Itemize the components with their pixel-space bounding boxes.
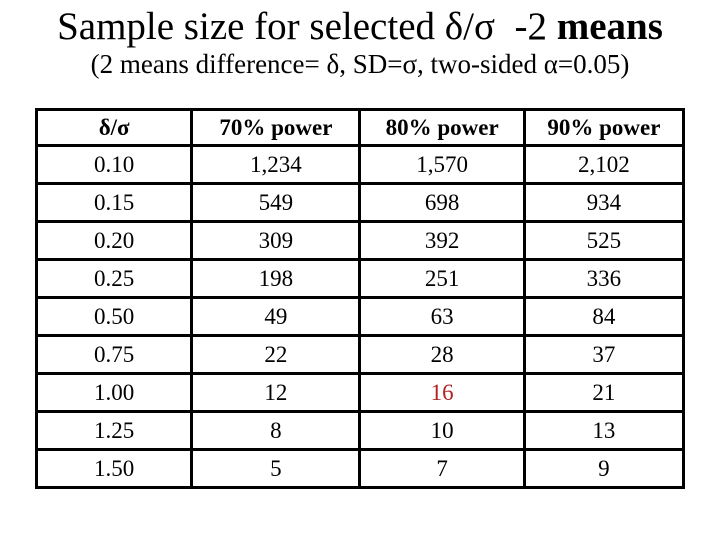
slide-title-regular: Sample size for selected δ/σ -2: [57, 5, 557, 48]
table-row: 1.50 5 7 9: [34, 448, 686, 489]
cell-p70: 549: [190, 182, 362, 223]
cell-p90: 525: [522, 220, 686, 261]
cell-ratio: 1.00: [34, 372, 194, 413]
cell-p90: 37: [522, 334, 686, 375]
table-row: 1.00 12 16 21: [34, 372, 686, 413]
cell-p90: 2,102: [522, 144, 686, 185]
cell-p70: 12: [190, 372, 362, 413]
cell-ratio: 0.75: [34, 334, 194, 375]
cell-p80: 28: [358, 334, 526, 375]
cell-ratio: 0.10: [34, 144, 194, 185]
cell-p90: 13: [522, 410, 686, 451]
col-header-80-power: 80% power: [358, 108, 526, 147]
cell-ratio: 0.50: [34, 296, 194, 337]
cell-p70: 8: [190, 410, 362, 451]
cell-p70: 198: [190, 258, 362, 299]
col-header-delta-sigma: δ/σ: [34, 108, 194, 147]
table-row: 0.15 549 698 934: [34, 182, 686, 223]
cell-ratio: 1.25: [34, 410, 194, 451]
cell-ratio: 0.25: [34, 258, 194, 299]
table-row: 0.10 1,234 1,570 2,102: [34, 144, 686, 185]
cell-p70: 49: [190, 296, 362, 337]
col-header-70-power: 70% power: [190, 108, 362, 147]
cell-p80: 7: [358, 448, 526, 489]
table-row: 0.25 198 251 336: [34, 258, 686, 299]
cell-p70: 1,234: [190, 144, 362, 185]
sample-size-table: δ/σ 70% power 80% power 90% power 0.10 1…: [34, 108, 686, 489]
cell-p90: 9: [522, 448, 686, 489]
cell-p80: 10: [358, 410, 526, 451]
cell-p80: 1,570: [358, 144, 526, 185]
cell-ratio: 0.15: [34, 182, 194, 223]
cell-ratio: 1.50: [34, 448, 194, 489]
slide-subtitle: (2 means difference= δ, SD=σ, two-sided …: [90, 48, 630, 79]
cell-p70: 5: [190, 448, 362, 489]
table-row: 1.25 8 10 13: [34, 410, 686, 451]
cell-p90: 934: [522, 182, 686, 223]
cell-ratio: 0.20: [34, 220, 194, 261]
highlighted-cell-p80: 16: [358, 372, 526, 413]
table-row: 0.75 22 28 37: [34, 334, 686, 375]
table-row: 0.20 309 392 525: [34, 220, 686, 261]
cell-p80: 251: [358, 258, 526, 299]
cell-p90: 21: [522, 372, 686, 413]
cell-p70: 309: [190, 220, 362, 261]
cell-p90: 84: [522, 296, 686, 337]
table-header-row: δ/σ 70% power 80% power 90% power: [34, 108, 686, 147]
cell-p80: 698: [358, 182, 526, 223]
table-row: 0.50 49 63 84: [34, 296, 686, 337]
cell-p70: 22: [190, 334, 362, 375]
slide-title-bold: means: [556, 5, 663, 48]
cell-p90: 336: [522, 258, 686, 299]
cell-p80: 63: [358, 296, 526, 337]
cell-p80: 392: [358, 220, 526, 261]
col-header-90-power: 90% power: [522, 108, 686, 147]
slide-title: Sample size for selected δ/σ -2 means: [0, 0, 720, 49]
